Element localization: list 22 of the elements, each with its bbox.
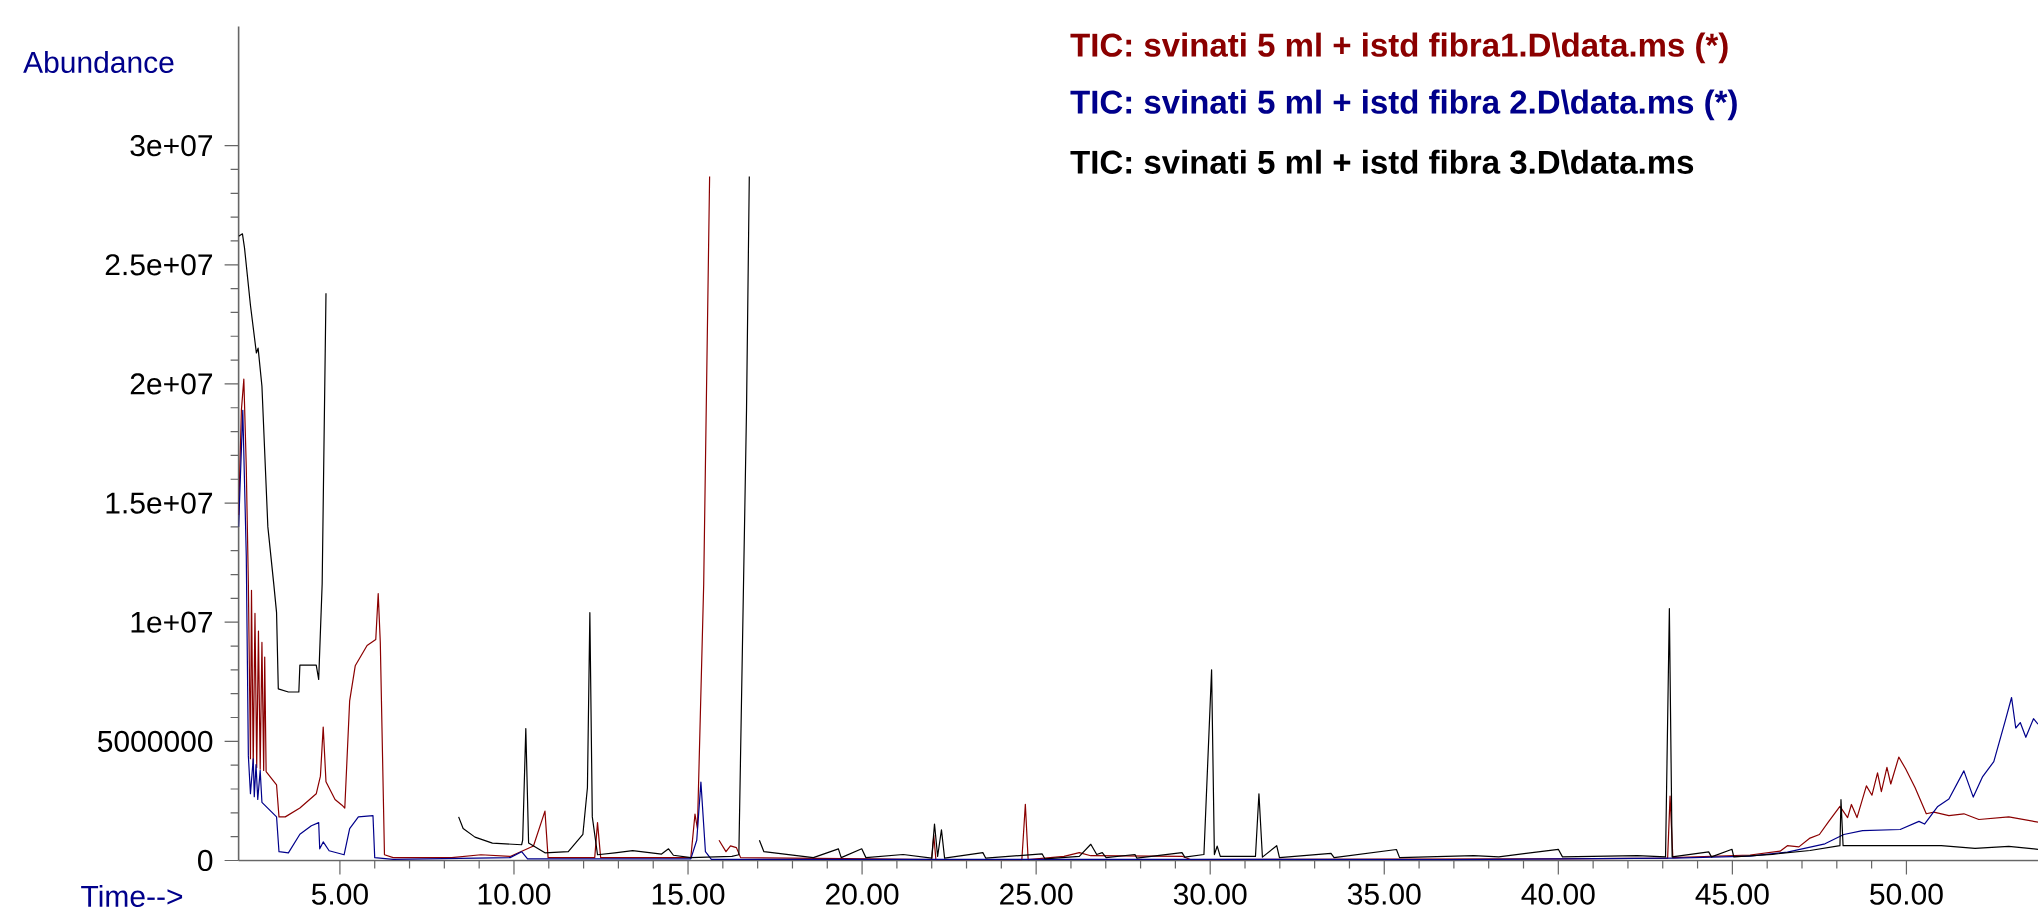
x-tick-label: 45.00 — [1695, 883, 1769, 905]
y-tick-label: 2e+07 — [130, 373, 213, 395]
x-tick-label: 15.00 — [652, 883, 725, 905]
text: TIC: svinati 5 ml + istd fibra 2.D\data.ms (*) — [1070, 89, 1737, 121]
x-tick-label: 30.00 — [1173, 883, 1247, 905]
y-axis-title: Abundance — [23, 50, 174, 73]
y-tick-label: 2.5e+07 — [105, 254, 213, 276]
x-tick-label: 40.00 — [1521, 883, 1595, 905]
y-tick-label: 3e+07 — [130, 135, 213, 157]
y-tick-label: 5000000 — [97, 730, 213, 752]
x-tick-label: 50.00 — [1870, 883, 1943, 905]
y-tick-label: 1e+07 — [131, 611, 213, 633]
x-tick-label: 10.00 — [478, 883, 551, 905]
x-tick-label: 35.00 — [1347, 883, 1421, 905]
text: TIC: svinati 5 ml + istd fibra1.D\data.ms (*) — [1070, 32, 1728, 64]
y-tick-label: 0 — [198, 849, 213, 872]
x-tick-label: 20.00 — [826, 883, 899, 905]
text: TIC: svinati 5 ml + istd fibra 3.D\data.ms — [1070, 149, 1694, 175]
x-axis-title: Time--> — [81, 884, 183, 907]
x-tick-label: 25.00 — [1000, 883, 1073, 905]
y-tick-label: 1.5e+07 — [106, 492, 213, 514]
x-tick-label: 5.00 — [311, 883, 368, 905]
